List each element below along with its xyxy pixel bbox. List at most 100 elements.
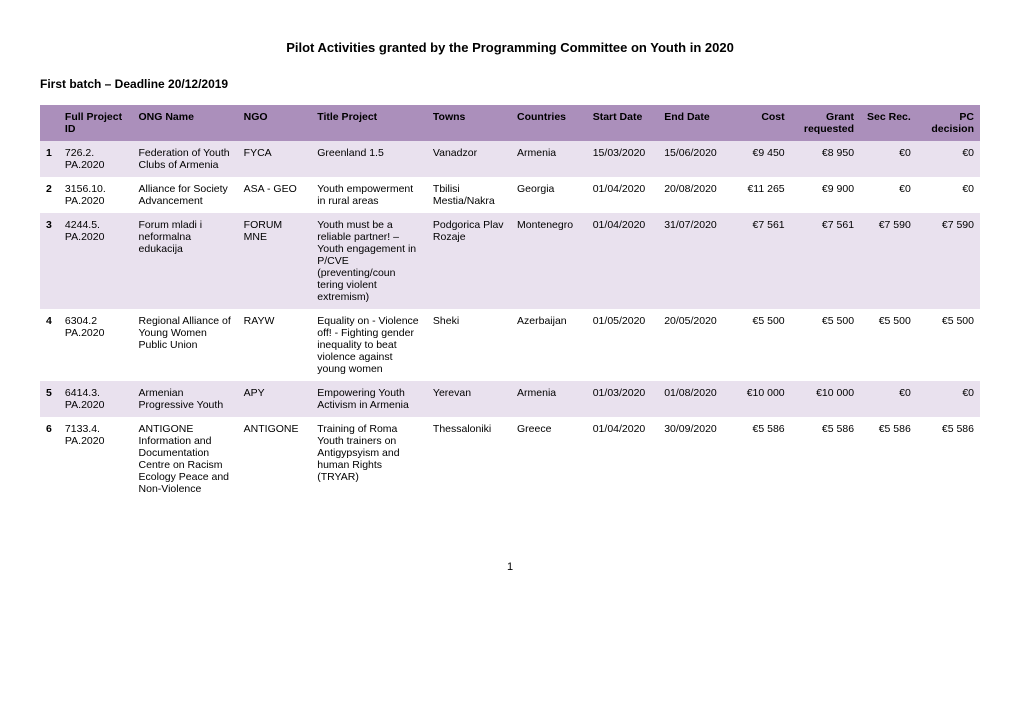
- cell-cost: €5 500: [730, 309, 791, 381]
- cell-start: 01/03/2020: [587, 381, 658, 417]
- col-header: End Date: [658, 105, 729, 141]
- cell-ngo: ASA - GEO: [238, 177, 312, 213]
- cell-title: Training of Roma Youth trainers on Antig…: [311, 417, 427, 501]
- cell-ngo: FORUM MNE: [238, 213, 312, 309]
- cell-title: Greenland 1.5: [311, 141, 427, 177]
- cell-cost: €9 450: [730, 141, 791, 177]
- table-row: 34244.5. PA.2020Forum mladi i neformalna…: [40, 213, 980, 309]
- cell-ngo: APY: [238, 381, 312, 417]
- cell-title: Empowering Youth Activism in Armenia: [311, 381, 427, 417]
- grants-table: Full Project IDONG NameNGOTitle ProjectT…: [40, 105, 980, 501]
- cell-idx: 5: [40, 381, 59, 417]
- cell-ong_name: ANTIGONE Information and Documentation C…: [133, 417, 238, 501]
- col-header: Start Date: [587, 105, 658, 141]
- col-header: Title Project: [311, 105, 427, 141]
- cell-countries: Georgia: [511, 177, 587, 213]
- cell-end: 20/08/2020: [658, 177, 729, 213]
- table-header-row: Full Project IDONG NameNGOTitle ProjectT…: [40, 105, 980, 141]
- cell-pc: €5 586: [917, 417, 980, 501]
- batch-subtitle: First batch – Deadline 20/12/2019: [40, 77, 980, 91]
- cell-sec_rec: €5 500: [860, 309, 917, 381]
- col-header: Countries: [511, 105, 587, 141]
- cell-project_id: 6304.2 PA.2020: [59, 309, 133, 381]
- cell-towns: Vanadzor: [427, 141, 511, 177]
- cell-ngo: RAYW: [238, 309, 312, 381]
- cell-start: 01/04/2020: [587, 213, 658, 309]
- cell-grant: €5 500: [791, 309, 860, 381]
- cell-countries: Azerbaijan: [511, 309, 587, 381]
- cell-idx: 4: [40, 309, 59, 381]
- cell-project_id: 726.2. PA.2020: [59, 141, 133, 177]
- col-header: ONG Name: [133, 105, 238, 141]
- cell-idx: 1: [40, 141, 59, 177]
- cell-ngo: FYCA: [238, 141, 312, 177]
- cell-countries: Armenia: [511, 381, 587, 417]
- cell-start: 01/04/2020: [587, 417, 658, 501]
- col-header: Cost: [730, 105, 791, 141]
- cell-idx: 6: [40, 417, 59, 501]
- col-header: NGO: [238, 105, 312, 141]
- cell-countries: Armenia: [511, 141, 587, 177]
- cell-towns: Thessaloniki: [427, 417, 511, 501]
- col-header: Full Project ID: [59, 105, 133, 141]
- table-row: 56414.3. PA.2020Armenian Progressive You…: [40, 381, 980, 417]
- cell-pc: €7 590: [917, 213, 980, 309]
- cell-cost: €11 265: [730, 177, 791, 213]
- cell-project_id: 6414.3. PA.2020: [59, 381, 133, 417]
- cell-idx: 3: [40, 213, 59, 309]
- col-header: Sec Rec.: [860, 105, 917, 141]
- cell-project_id: 7133.4. PA.2020: [59, 417, 133, 501]
- cell-end: 15/06/2020: [658, 141, 729, 177]
- col-header: Towns: [427, 105, 511, 141]
- table-row: 1726.2. PA.2020Federation of Youth Clubs…: [40, 141, 980, 177]
- cell-grant: €8 950: [791, 141, 860, 177]
- cell-grant: €5 586: [791, 417, 860, 501]
- cell-idx: 2: [40, 177, 59, 213]
- cell-cost: €10 000: [730, 381, 791, 417]
- cell-end: 20/05/2020: [658, 309, 729, 381]
- cell-title: Youth must be a reliable partner! – Yout…: [311, 213, 427, 309]
- cell-grant: €9 900: [791, 177, 860, 213]
- cell-end: 30/09/2020: [658, 417, 729, 501]
- cell-project_id: 4244.5. PA.2020: [59, 213, 133, 309]
- table-row: 23156.10. PA.2020Alliance for Society Ad…: [40, 177, 980, 213]
- cell-grant: €10 000: [791, 381, 860, 417]
- page-title: Pilot Activities granted by the Programm…: [40, 40, 980, 55]
- cell-end: 01/08/2020: [658, 381, 729, 417]
- cell-towns: Yerevan: [427, 381, 511, 417]
- cell-sec_rec: €0: [860, 381, 917, 417]
- col-header: PC decision: [917, 105, 980, 141]
- cell-towns: Sheki: [427, 309, 511, 381]
- cell-ong_name: Alliance for Society Advancement: [133, 177, 238, 213]
- cell-sec_rec: €7 590: [860, 213, 917, 309]
- cell-end: 31/07/2020: [658, 213, 729, 309]
- cell-cost: €5 586: [730, 417, 791, 501]
- col-header: [40, 105, 59, 141]
- cell-towns: Podgorica Plav Rozaje: [427, 213, 511, 309]
- cell-cost: €7 561: [730, 213, 791, 309]
- cell-countries: Greece: [511, 417, 587, 501]
- cell-start: 01/04/2020: [587, 177, 658, 213]
- cell-towns: Tbilisi Mestia/Nakra: [427, 177, 511, 213]
- table-row: 46304.2 PA.2020Regional Alliance of Youn…: [40, 309, 980, 381]
- cell-sec_rec: €0: [860, 177, 917, 213]
- cell-title: Youth empowerment in rural areas: [311, 177, 427, 213]
- cell-pc: €0: [917, 177, 980, 213]
- cell-pc: €0: [917, 381, 980, 417]
- cell-project_id: 3156.10. PA.2020: [59, 177, 133, 213]
- cell-start: 15/03/2020: [587, 141, 658, 177]
- cell-sec_rec: €5 586: [860, 417, 917, 501]
- cell-countries: Montenegro: [511, 213, 587, 309]
- cell-ong_name: Federation of Youth Clubs of Armenia: [133, 141, 238, 177]
- cell-start: 01/05/2020: [587, 309, 658, 381]
- cell-sec_rec: €0: [860, 141, 917, 177]
- cell-pc: €5 500: [917, 309, 980, 381]
- cell-ong_name: Forum mladi i neformalna edukacija: [133, 213, 238, 309]
- cell-ngo: ANTIGONE: [238, 417, 312, 501]
- cell-pc: €0: [917, 141, 980, 177]
- cell-grant: €7 561: [791, 213, 860, 309]
- col-header: Grant requested: [791, 105, 860, 141]
- page-number: 1: [40, 561, 980, 573]
- cell-title: Equality on - Violence off! - Fighting g…: [311, 309, 427, 381]
- cell-ong_name: Regional Alliance of Young Women Public …: [133, 309, 238, 381]
